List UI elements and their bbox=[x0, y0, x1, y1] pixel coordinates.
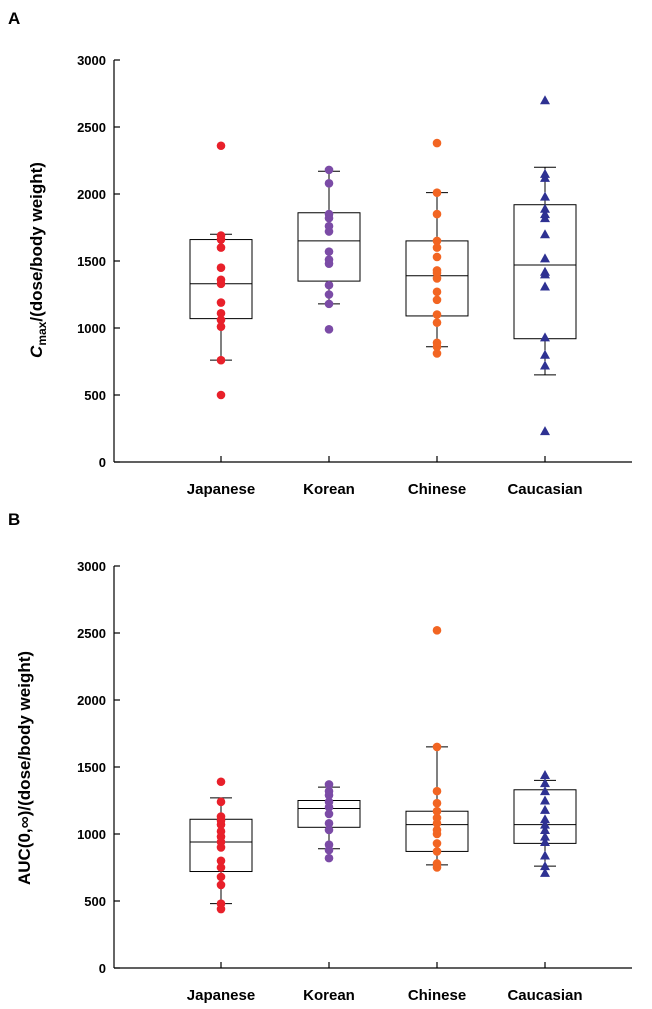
data-point bbox=[325, 780, 334, 789]
x-category-label: Caucasian bbox=[507, 987, 582, 1004]
y-axis-label-a-main: C bbox=[27, 345, 46, 358]
y-tick-label: 0 bbox=[99, 961, 106, 976]
data-point bbox=[433, 288, 442, 297]
data-point-triangle bbox=[540, 796, 550, 805]
y-tick-label: 2000 bbox=[77, 693, 106, 708]
data-point bbox=[433, 210, 442, 219]
data-point-triangle bbox=[540, 805, 550, 814]
data-point bbox=[433, 296, 442, 305]
data-point bbox=[217, 356, 226, 365]
y-tick-label: 1000 bbox=[77, 827, 106, 842]
x-category-label: Japanese bbox=[187, 481, 255, 498]
data-point-triangle bbox=[540, 281, 550, 290]
data-point bbox=[217, 309, 226, 318]
data-point bbox=[325, 210, 334, 219]
data-point-triangle bbox=[540, 267, 550, 276]
data-point bbox=[325, 222, 334, 231]
data-point bbox=[217, 275, 226, 284]
data-point-triangle bbox=[540, 332, 550, 341]
x-category-label: Korean bbox=[303, 987, 355, 1004]
data-point bbox=[433, 839, 442, 848]
x-category-label: Caucasian bbox=[507, 481, 582, 498]
data-point bbox=[433, 859, 442, 868]
data-point bbox=[217, 857, 226, 866]
data-point-triangle bbox=[540, 229, 550, 238]
data-point-triangle bbox=[540, 786, 550, 795]
data-point bbox=[217, 298, 226, 307]
y-tick-label: 3000 bbox=[77, 559, 106, 574]
data-point bbox=[217, 391, 226, 400]
data-point bbox=[433, 266, 442, 275]
data-point bbox=[217, 812, 226, 821]
data-point bbox=[433, 807, 442, 816]
data-point-triangle bbox=[540, 361, 550, 370]
y-axis-label-a-rest: /(dose/body weight) bbox=[27, 162, 46, 322]
data-point bbox=[217, 777, 226, 786]
x-category-label: Japanese bbox=[187, 987, 255, 1004]
data-point-triangle bbox=[540, 770, 550, 779]
data-point bbox=[217, 873, 226, 882]
data-point bbox=[433, 847, 442, 856]
data-point-triangle bbox=[540, 192, 550, 201]
panel-letter-a: A bbox=[8, 9, 20, 28]
y-tick-label: 2500 bbox=[77, 626, 106, 641]
x-category-label: Chinese bbox=[408, 481, 466, 498]
data-point bbox=[433, 626, 442, 635]
data-point-triangle bbox=[540, 253, 550, 262]
x-category-label: Chinese bbox=[408, 987, 466, 1004]
data-point bbox=[217, 231, 226, 240]
y-tick-label: 500 bbox=[84, 388, 106, 403]
data-point bbox=[433, 799, 442, 808]
data-point-triangle bbox=[540, 850, 550, 859]
data-point bbox=[325, 281, 334, 290]
data-point bbox=[217, 881, 226, 890]
y-tick-label: 0 bbox=[99, 455, 106, 470]
data-point bbox=[433, 787, 442, 796]
data-point-triangle bbox=[540, 814, 550, 823]
data-point bbox=[217, 243, 226, 252]
y-tick-label: 1000 bbox=[77, 321, 106, 336]
panel-letter-b: B bbox=[8, 510, 20, 529]
y-tick-label: 3000 bbox=[77, 53, 106, 68]
data-point-triangle bbox=[540, 169, 550, 178]
data-point-triangle bbox=[540, 778, 550, 787]
y-axis-label-a: Cmax/(dose/body weight) bbox=[27, 162, 49, 358]
data-point bbox=[325, 819, 334, 828]
data-point bbox=[217, 899, 226, 908]
data-point bbox=[433, 318, 442, 327]
data-point bbox=[433, 237, 442, 246]
y-tick-label: 1500 bbox=[77, 760, 106, 775]
data-point bbox=[217, 798, 226, 807]
data-point bbox=[433, 253, 442, 262]
y-axis-label-b: AUC(0,∞)/(dose/body weight) bbox=[15, 651, 34, 885]
data-point bbox=[433, 139, 442, 148]
data-point bbox=[325, 247, 334, 256]
data-point-triangle bbox=[540, 95, 550, 104]
data-point bbox=[433, 338, 442, 347]
data-point bbox=[433, 743, 442, 752]
data-point bbox=[325, 300, 334, 309]
y-tick-label: 1500 bbox=[77, 254, 106, 269]
y-tick-label: 2000 bbox=[77, 187, 106, 202]
data-point-triangle bbox=[540, 426, 550, 435]
data-point bbox=[217, 141, 226, 150]
y-axis-label-a-sub: max bbox=[35, 321, 49, 345]
data-point bbox=[217, 263, 226, 272]
data-point bbox=[325, 290, 334, 299]
y-tick-label: 500 bbox=[84, 894, 106, 909]
data-point bbox=[325, 325, 334, 334]
x-category-label: Korean bbox=[303, 481, 355, 498]
data-point bbox=[325, 255, 334, 264]
data-point bbox=[433, 310, 442, 319]
panel-b: B AUC(0,∞)/(dose/body weight) 0 500 1000 15… bbox=[8, 510, 632, 1004]
y-tick-label: 2500 bbox=[77, 120, 106, 135]
data-point bbox=[433, 188, 442, 197]
data-point-triangle bbox=[540, 350, 550, 359]
panel-a: A Cmax/(dose/body weight) 0 500 1000 1500 20… bbox=[8, 9, 632, 498]
data-point bbox=[325, 854, 334, 863]
data-point bbox=[325, 166, 334, 175]
data-point bbox=[325, 840, 334, 849]
data-point bbox=[325, 179, 334, 188]
